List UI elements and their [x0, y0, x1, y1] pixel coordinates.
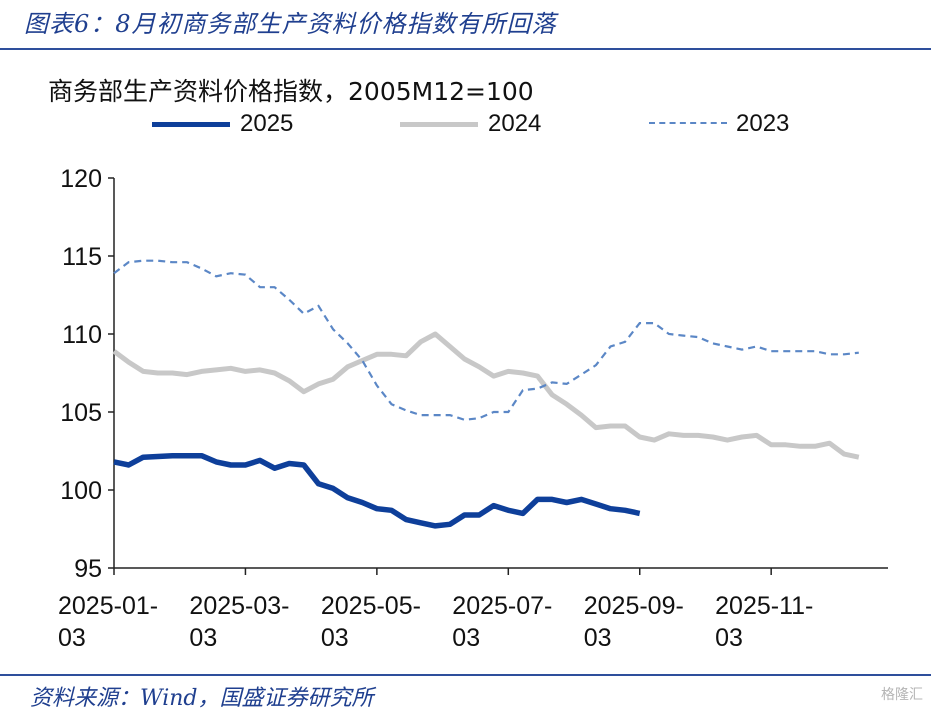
- legend-swatch-2024: [400, 122, 478, 127]
- series-line-2025: [113, 452, 641, 529]
- legend-label-2024: 2024: [488, 110, 542, 137]
- legend-label-2025: 2025: [240, 110, 294, 137]
- series-line-2023: [113, 259, 859, 421]
- x-tick-label: 2025-05-03: [321, 592, 421, 652]
- legend-swatch-2023: [649, 122, 727, 124]
- y-tick-label: 95: [74, 555, 102, 583]
- bottom-rule: [0, 674, 931, 676]
- x-tick-label: 2025-07-03: [452, 592, 552, 652]
- x-tick-label: 2025-09-03: [584, 592, 684, 652]
- legend-swatch-2025: [152, 122, 230, 127]
- top-rule: [0, 48, 931, 50]
- y-tick-label: 110: [62, 321, 102, 349]
- legend-label-2023: 2023: [736, 110, 790, 137]
- y-tick-label: 100: [60, 477, 102, 505]
- chart-title: 商务部生产资料价格指数，2005M12=100: [48, 77, 534, 106]
- watermark-logo: 格隆汇: [881, 687, 923, 703]
- legend: 2025 2024 2023: [0, 110, 931, 138]
- x-tick-label: 2025-01-03: [58, 592, 158, 652]
- figure-title: 图表6：8月初商务部生产资料价格指数有所回落: [24, 10, 557, 38]
- x-tick-label: 2025-11-03: [715, 592, 813, 652]
- source-note: 资料来源：Wind，国盛证券研究所: [30, 686, 374, 711]
- y-tick-label: 115: [62, 243, 102, 271]
- y-tick-label: 105: [60, 399, 102, 427]
- y-tick-label: 120: [60, 165, 102, 193]
- series-line-2024: [112, 331, 860, 460]
- x-tick-label: 2025-03-03: [189, 592, 289, 652]
